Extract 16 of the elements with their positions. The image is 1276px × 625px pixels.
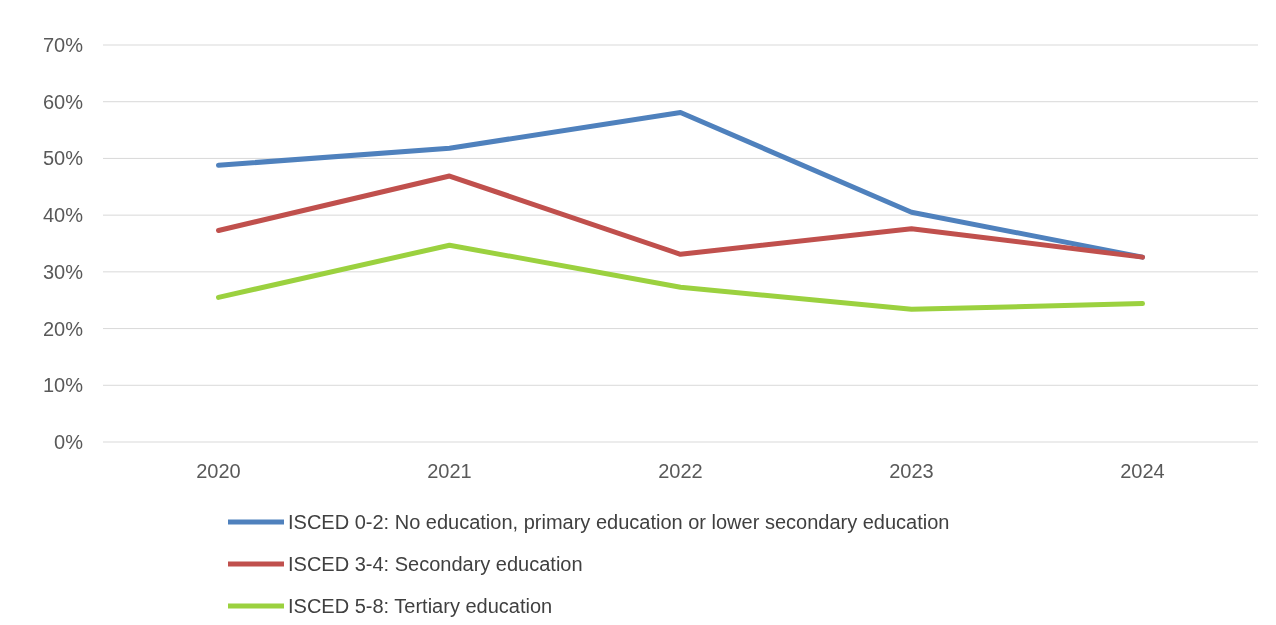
y-tick-label: 10% (42, 374, 84, 397)
y-tick-label: 30% (42, 260, 84, 283)
y-tick-label: 40% (42, 204, 84, 227)
y-tick-label: 50% (42, 147, 84, 170)
x-tick-label: 2020 (196, 460, 241, 482)
y-tick-label: 60% (42, 90, 84, 113)
y-tick-label: 20% (42, 317, 84, 340)
x-tick-label: 2024 (1120, 460, 1165, 482)
legend-label: ISCED 0-2: No education, primary education or lower secondary education (288, 511, 950, 533)
x-tick-label: 2021 (427, 460, 472, 482)
y-tick-label: 70% (42, 34, 84, 56)
legend-label: ISCED 5-8: Tertiary education (288, 595, 553, 617)
legend-label: ISCED 3-4: Secondary education (288, 553, 583, 575)
x-tick-label: 2022 (658, 460, 703, 482)
y-tick-label: 0% (54, 431, 84, 453)
x-tick-label: 2023 (889, 460, 934, 482)
